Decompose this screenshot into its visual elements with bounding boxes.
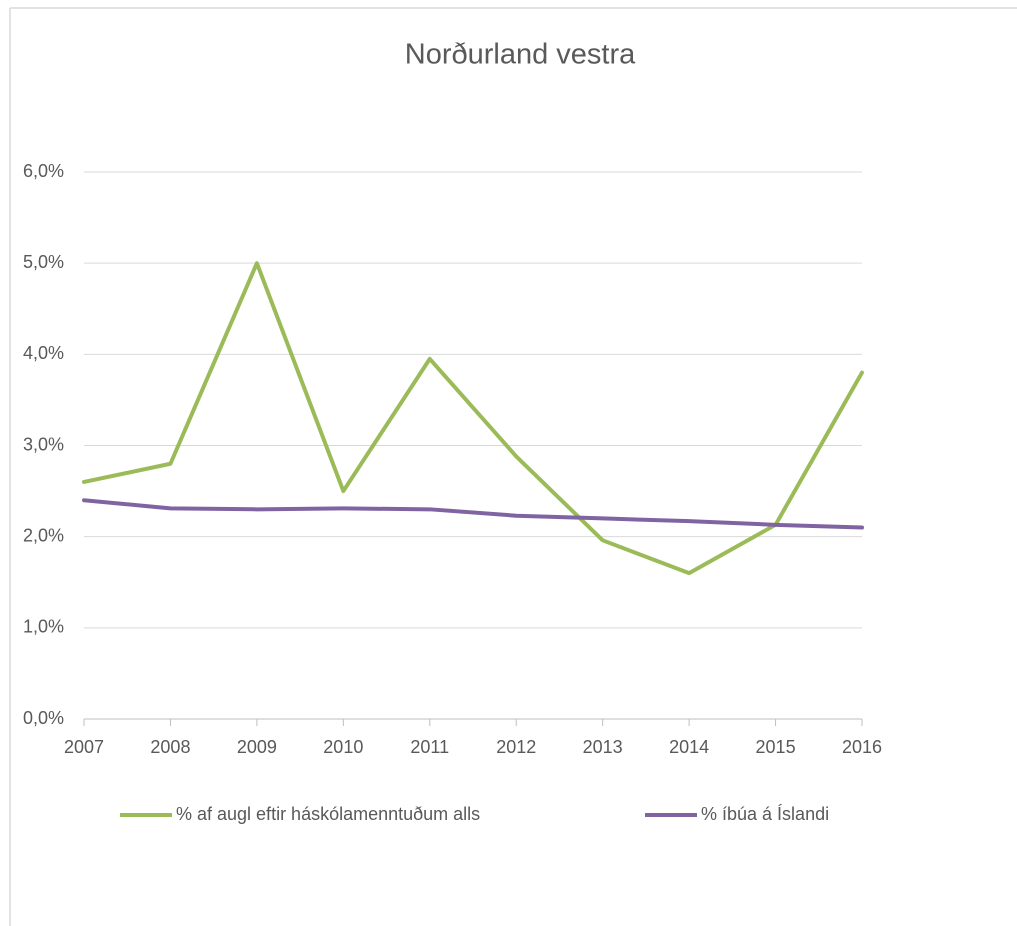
x-tick-label: 2008 (150, 737, 190, 757)
x-tick-label: 2014 (669, 737, 709, 757)
x-tick-label: 2011 (410, 737, 449, 757)
x-tick-label: 2009 (237, 737, 277, 757)
y-tick-label: 0,0% (23, 708, 64, 728)
x-tick-label: 2007 (64, 737, 104, 757)
data-line (82, 498, 864, 530)
y-tick-label: 4,0% (23, 343, 64, 363)
x-tick-label: 2016 (842, 737, 882, 757)
legend-label: % íbúa á Íslandi (701, 804, 829, 824)
x-tick-label: 2012 (496, 737, 536, 757)
y-tick-label: 1,0% (23, 617, 64, 637)
legend-label: % af augl eftir háskólamenntuðum alls (176, 804, 480, 824)
x-tick-label: 2013 (583, 737, 623, 757)
y-tick-label: 2,0% (23, 525, 64, 545)
data-line (82, 261, 864, 576)
x-tick-label: 2015 (756, 737, 796, 757)
x-tick-label: 2010 (323, 737, 363, 757)
y-tick-label: 3,0% (23, 434, 64, 454)
chart-title: Norðurland vestra (405, 39, 636, 71)
y-tick-label: 5,0% (23, 252, 64, 272)
y-tick-label: 6,0% (23, 161, 64, 181)
